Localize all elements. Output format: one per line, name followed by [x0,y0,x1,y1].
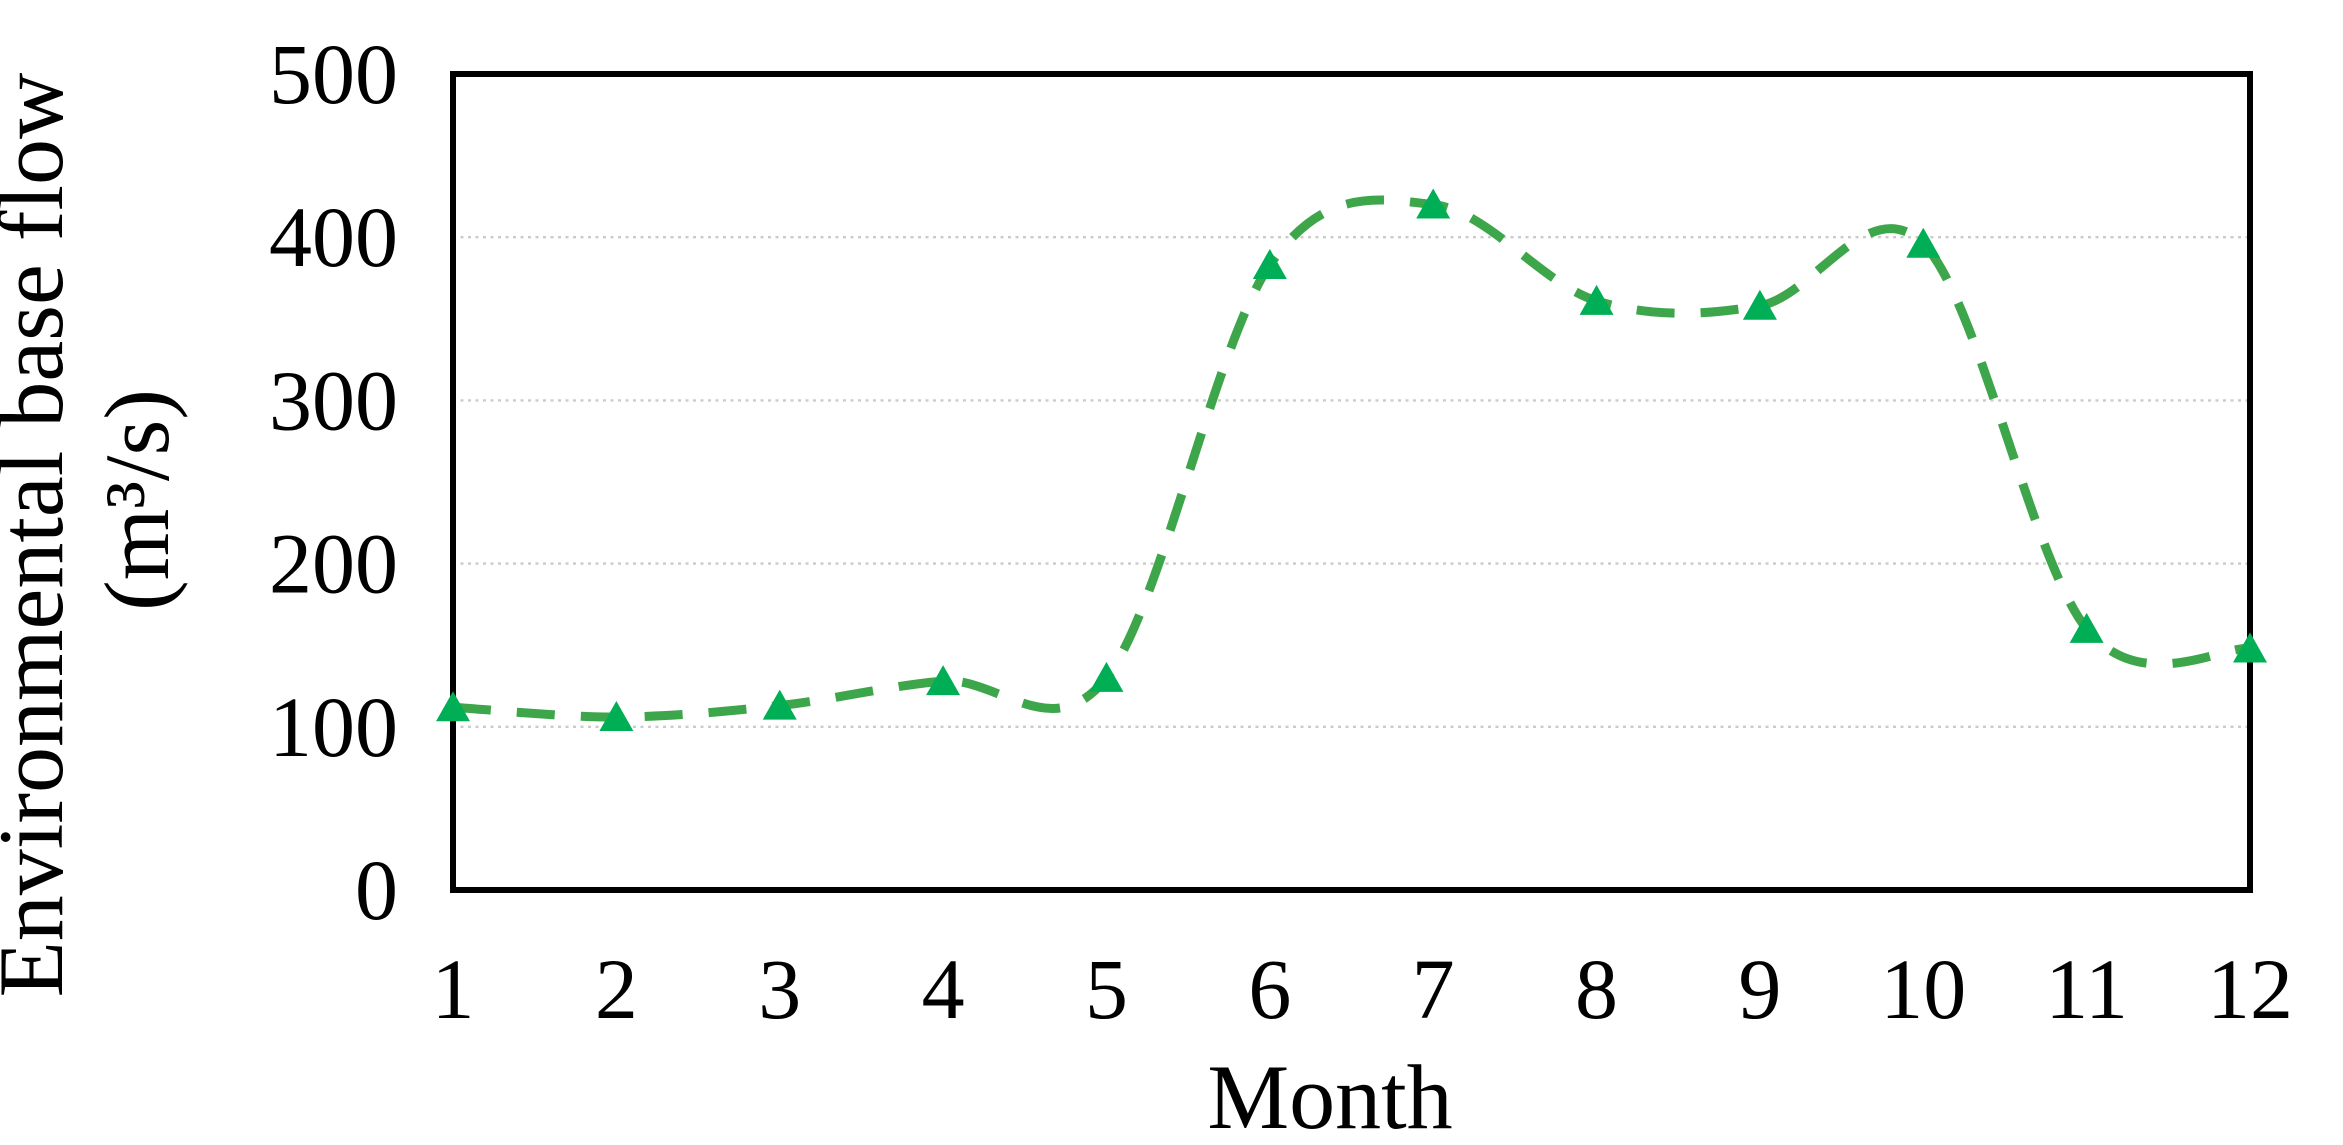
data-point-marker-month-3 [762,689,797,720]
data-point-marker-month-1 [436,691,470,722]
y-tick-label: 0 [355,842,398,938]
y-tick-label: 300 [269,352,398,448]
series-line [452,195,2251,722]
y-axis-title-line2: (m³/s) [86,389,188,611]
y-axis-title-line1: Environmental base flow [0,72,82,997]
data-point-marker-month-6 [1252,248,1287,279]
x-tick-label: 8 [1575,941,1618,1037]
data-point-marker-month-7 [1416,188,1451,219]
y-tick-label: 400 [269,189,398,285]
y-tick-label: 100 [269,679,398,775]
x-tick-label: 9 [1738,941,1781,1037]
data-point-marker-month-10 [1906,227,1941,258]
data-point-marker-month-12 [2233,632,2267,663]
y-tick-label: 500 [269,26,398,122]
x-tick-label: 7 [1412,941,1455,1037]
data-point-marker-month-11 [2069,612,2104,643]
data-point-marker-month-8 [1579,284,1614,315]
data-point-marker-month-9 [1742,289,1777,320]
data-point-marker-month-5 [1089,661,1124,692]
x-tick-label: 2 [595,941,638,1037]
y-tick-label: 200 [269,516,398,612]
x-tick-label: 4 [922,941,965,1037]
data-point-marker-month-2 [599,701,634,732]
x-axis-title: Month [1207,1046,1452,1145]
x-tick-label: 10 [1880,941,1966,1037]
x-tick-label: 5 [1085,941,1128,1037]
plot-area-border [450,71,2253,893]
x-tick-label: 11 [2045,941,2128,1037]
x-tick-label: 1 [432,941,475,1037]
x-tick-label: 3 [758,941,801,1037]
data-point-marker-month-4 [926,665,961,696]
x-tick-label: 12 [2207,941,2293,1037]
x-tick-label: 6 [1248,941,1291,1037]
